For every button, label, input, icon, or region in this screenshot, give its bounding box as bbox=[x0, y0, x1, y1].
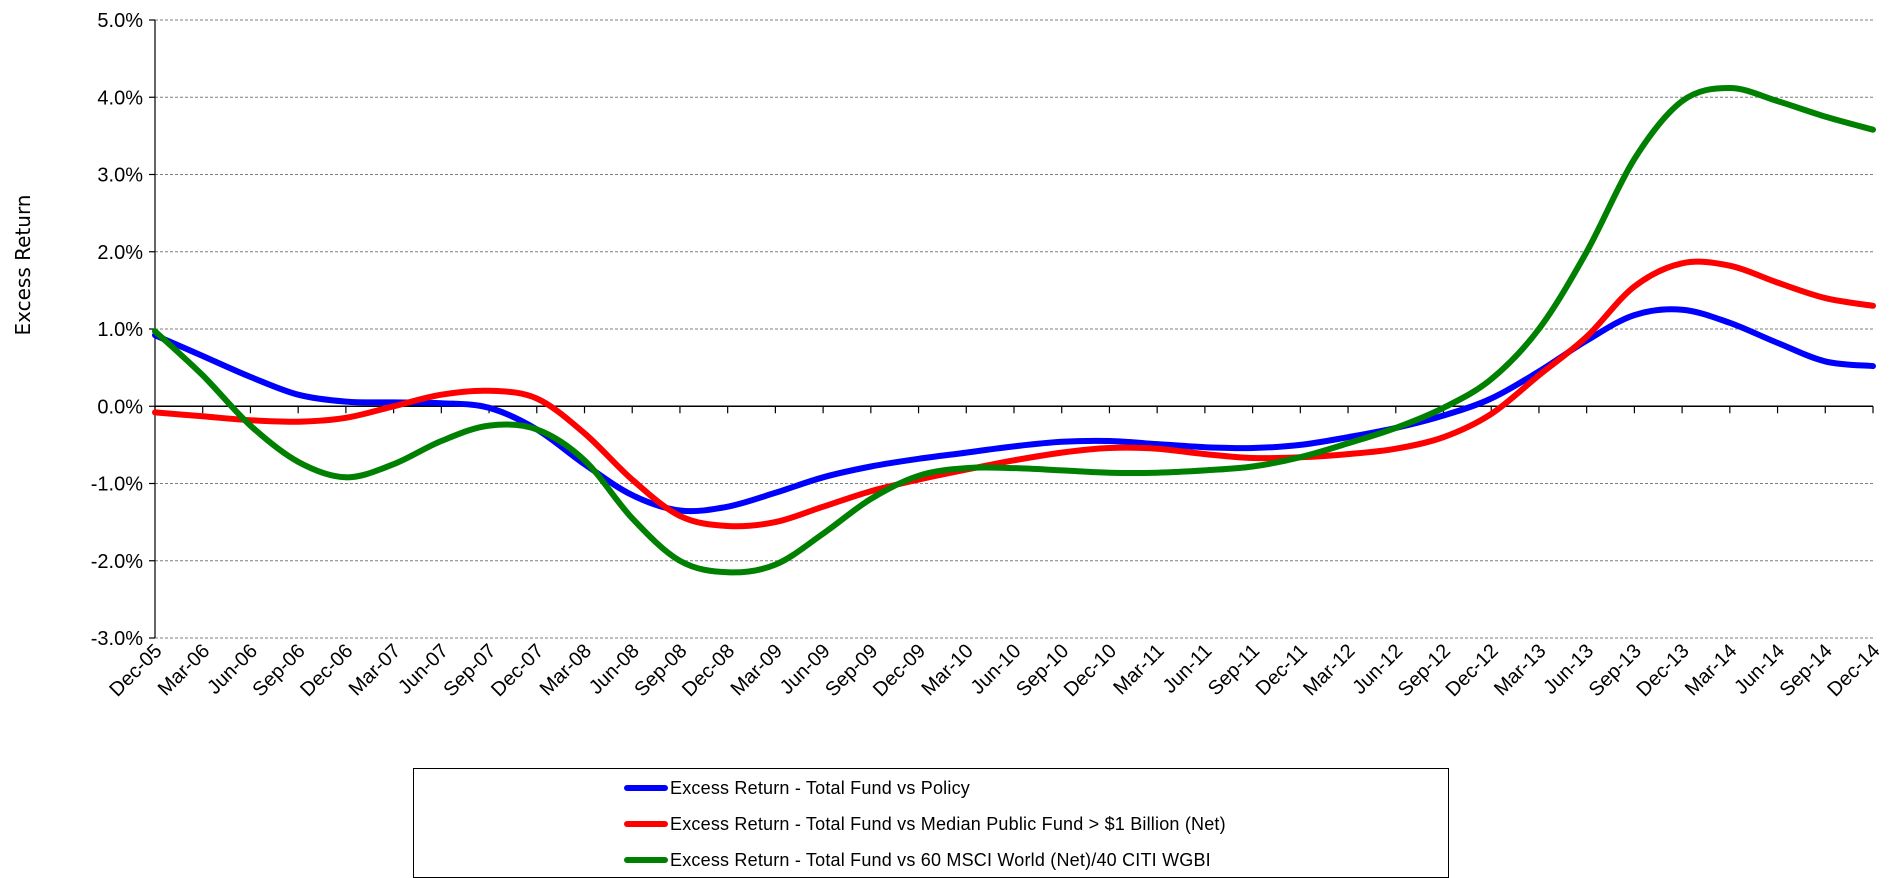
x-tick-label: Dec-07 bbox=[487, 640, 548, 701]
x-tick-label: Mar-14 bbox=[1681, 640, 1741, 700]
x-axis-tick-labels: Dec-05Mar-06Jun-06Sep-06Dec-06Mar-07Jun-… bbox=[105, 640, 1884, 701]
legend-item-median-public-fund: Excess Return - Total Fund vs Median Pub… bbox=[624, 812, 1226, 836]
x-tick-label: Sep-07 bbox=[439, 640, 500, 701]
y-tick-label: 5.0% bbox=[97, 10, 143, 32]
x-tick-label: Mar-11 bbox=[1109, 640, 1168, 699]
x-tick-label: Sep-10 bbox=[1012, 640, 1073, 701]
x-tick-label: Dec-12 bbox=[1442, 640, 1503, 701]
x-tick-label: Sep-11 bbox=[1204, 640, 1264, 700]
x-tick-label: Sep-09 bbox=[821, 640, 882, 701]
legend-label: Excess Return - Total Fund vs 60 MSCI Wo… bbox=[670, 849, 1211, 870]
legend: Excess Return - Total Fund vs Policy Exc… bbox=[413, 768, 1449, 878]
x-tick-label: Dec-10 bbox=[1060, 640, 1121, 701]
legend-item-msci-world: Excess Return - Total Fund vs 60 MSCI Wo… bbox=[624, 848, 1211, 872]
x-tick-label: Dec-13 bbox=[1632, 640, 1693, 701]
legend-swatch-blue bbox=[624, 785, 668, 791]
x-tick-label: Dec-14 bbox=[1823, 640, 1884, 701]
x-tick-label: Mar-12 bbox=[1299, 640, 1359, 700]
y-tick-label: -1.0% bbox=[91, 474, 143, 496]
y-tick-label: 2.0% bbox=[97, 242, 143, 264]
x-tick-label: Sep-06 bbox=[249, 640, 310, 701]
x-tick-label: Dec-06 bbox=[296, 640, 357, 701]
legend-label: Excess Return - Total Fund vs Policy bbox=[670, 777, 970, 798]
series-line-median-public-fund bbox=[152, 258, 1876, 530]
y-tick-label: 3.0% bbox=[97, 165, 143, 187]
series-lines bbox=[152, 85, 1876, 576]
x-tick-label: Dec-08 bbox=[678, 640, 739, 701]
x-tick-label: Sep-08 bbox=[630, 640, 691, 701]
x-tick-label: Sep-14 bbox=[1776, 640, 1837, 701]
x-tick-label: Sep-13 bbox=[1585, 640, 1646, 701]
legend-swatch-green bbox=[624, 857, 668, 863]
y-tick-label: 1.0% bbox=[97, 319, 143, 341]
x-tick-label: Sep-12 bbox=[1394, 640, 1455, 701]
x-tick-label: Dec-09 bbox=[869, 640, 930, 701]
y-tick-label: -3.0% bbox=[91, 628, 143, 650]
x-tick-label: Mar-08 bbox=[536, 640, 596, 700]
legend-label: Excess Return - Total Fund vs Median Pub… bbox=[670, 813, 1226, 834]
legend-swatch-red bbox=[624, 821, 668, 827]
legend-item-policy: Excess Return - Total Fund vs Policy bbox=[624, 776, 970, 800]
x-tick-label: Mar-09 bbox=[727, 640, 787, 700]
x-tick-label: Mar-06 bbox=[154, 640, 214, 700]
gridlines bbox=[155, 19, 1873, 639]
x-tick-label: Dec-11 bbox=[1252, 640, 1312, 700]
y-axis-label: Excess Return bbox=[11, 195, 35, 336]
y-tick-label: 0.0% bbox=[97, 396, 143, 418]
y-axis-tick-labels: 5.0% 4.0% 3.0% 2.0% 1.0% 0.0% -1.0% -2.0% -3.0% bbox=[91, 10, 143, 650]
x-tick-label: Mar-10 bbox=[917, 640, 977, 700]
series-line-msci-world bbox=[152, 85, 1876, 576]
x-tick-label: Mar-13 bbox=[1490, 640, 1550, 700]
x-tick-label: Mar-07 bbox=[345, 640, 405, 700]
y-tick-label: 4.0% bbox=[97, 87, 143, 109]
y-tick-label: -2.0% bbox=[91, 551, 143, 573]
